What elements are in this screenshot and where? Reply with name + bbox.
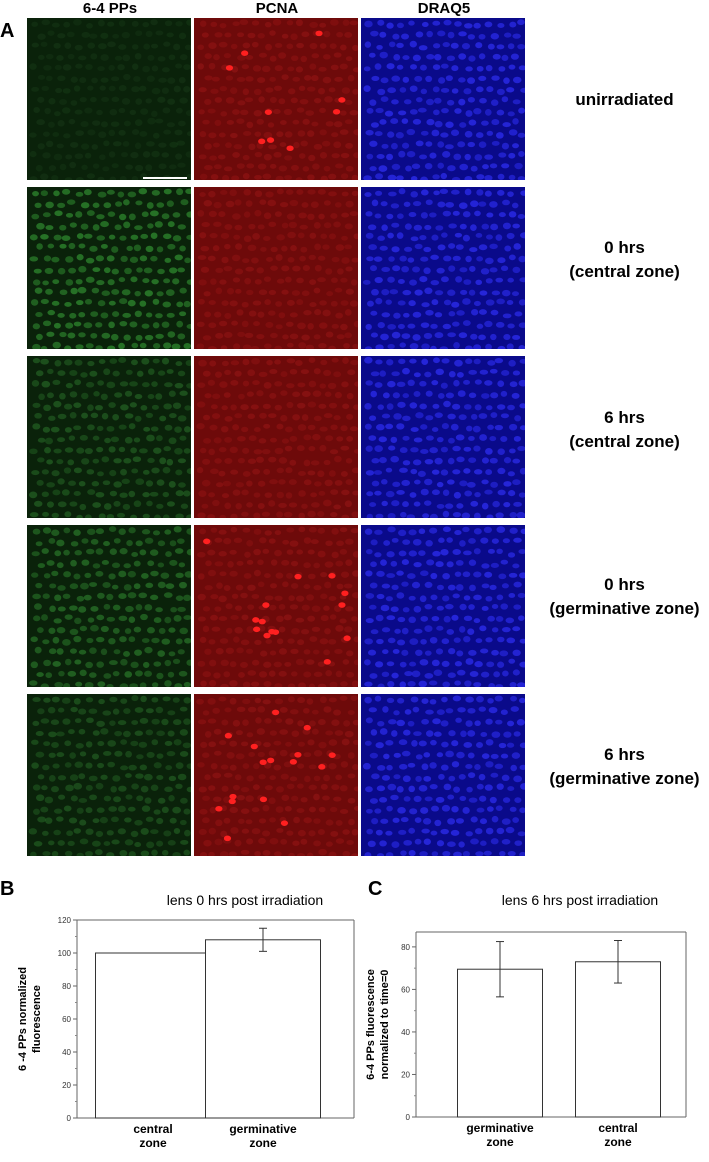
y-tick-label: 120 (58, 916, 72, 925)
y-tick-label: 40 (401, 1028, 410, 1037)
y-axis-label-line2: normalized to time=0 (379, 970, 391, 1080)
bar-2 (205, 939, 321, 1119)
micrograph-green-row-5 (27, 694, 191, 856)
row-label-3: 6 hrs (central zone) (540, 406, 709, 454)
y-tick-label: 20 (62, 1081, 71, 1090)
micrograph-red-row-1 (194, 18, 358, 180)
micrograph-red-row-5 (194, 694, 358, 856)
bar-2 (575, 961, 661, 1118)
micrograph-green-row-4 (27, 525, 191, 687)
category-label: central (133, 1122, 172, 1136)
category-label: germinative (466, 1121, 534, 1135)
micrograph-blue-row-5 (361, 694, 525, 856)
y-tick-label: 40 (62, 1048, 71, 1057)
category-label: germinative (229, 1122, 297, 1136)
y-axis-label-line2: fluorescence (31, 985, 43, 1053)
row-label-4: 0 hrs (germinative zone) (540, 573, 709, 621)
row-label-line1: 0 hrs (604, 575, 645, 594)
y-tick-label: 20 (401, 1070, 410, 1079)
row-label-5: 6 hrs (germinative zone) (540, 743, 709, 791)
micrograph-green-row-2 (27, 187, 191, 349)
row-label-line1: unirradiated (575, 90, 674, 109)
y-tick-label: 80 (62, 982, 71, 991)
row-label-line2: (central zone) (569, 432, 680, 451)
column-header-draq5: DRAQ5 (417, 0, 471, 17)
microscopy-grid (27, 18, 527, 858)
row-label-2: 0 hrs (central zone) (540, 236, 709, 284)
micrograph-green-row-1 (27, 18, 191, 180)
y-axis-label-line1: 6-4 PPs fluorescence (365, 969, 377, 1080)
y-tick-label: 60 (62, 1015, 71, 1024)
micrograph-blue-row-3 (361, 356, 525, 518)
micrograph-green-row-3 (27, 356, 191, 518)
chart-b-title: lens 0 hrs post irradiation (166, 892, 324, 908)
column-header-pcna: PCNA (255, 0, 299, 17)
row-label-line1: 6 hrs (604, 745, 645, 764)
category-label: zone (486, 1135, 514, 1149)
micrograph-blue-row-4 (361, 525, 525, 687)
panel-b-letter: B (0, 878, 15, 900)
error-bar-1 (496, 941, 504, 998)
panel-c-letter: C (368, 878, 383, 900)
bar-1 (95, 952, 211, 1119)
row-label-line1: 0 hrs (604, 238, 645, 257)
micrograph-blue-row-2 (361, 187, 525, 349)
y-tick-label: 100 (58, 949, 72, 958)
panel-a-letter: A (0, 20, 15, 42)
category-label: zone (139, 1136, 167, 1150)
y-axis-label-line1: 6 -4 PPs normalized (17, 967, 29, 1071)
chart-c-title: lens 6 hrs post irradiation (501, 892, 659, 908)
row-label-line1: 6 hrs (604, 408, 645, 427)
row-label-line2: (central zone) (569, 262, 680, 281)
category-label: central (598, 1121, 637, 1135)
micrograph-red-row-4 (194, 525, 358, 687)
category-label: zone (249, 1136, 277, 1150)
micrograph-blue-row-1 (361, 18, 525, 180)
chart-b-bar-chart: 020406080100120centralzonegerminativezon… (17, 916, 355, 1150)
error-bar-2 (614, 940, 622, 984)
category-label: zone (604, 1135, 632, 1149)
row-label-1: unirradiated (540, 88, 709, 112)
y-tick-label: 0 (406, 1113, 411, 1122)
micrograph-red-row-2 (194, 187, 358, 349)
column-header-6-4pps: 6-4 PPs (82, 0, 138, 17)
error-bar-2 (259, 927, 267, 952)
y-tick-label: 80 (401, 943, 410, 952)
y-tick-label: 60 (401, 985, 410, 994)
micrograph-red-row-3 (194, 356, 358, 518)
row-label-line2: (germinative zone) (549, 599, 700, 618)
row-label-line2: (germinative zone) (549, 769, 700, 788)
y-tick-label: 0 (67, 1114, 72, 1123)
